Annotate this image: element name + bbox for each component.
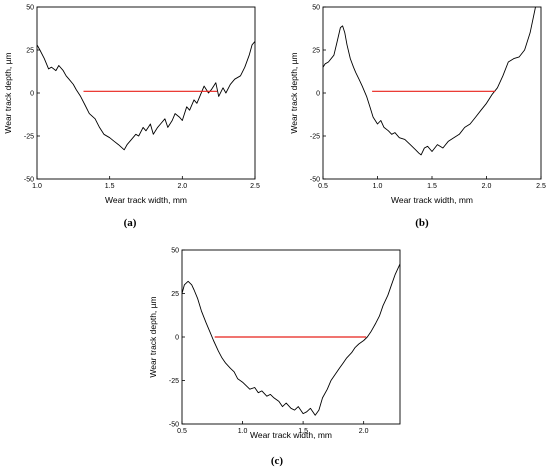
chart-panel-3: 0.5 1.0 1.5 2.0 -50 -25 0 25 50 Wear track width,… <box>148 248 401 467</box>
y-axis-label: Wear track depth, µm <box>289 52 299 133</box>
y-tick-label: 0 <box>30 91 34 98</box>
y-tick-label: -50 <box>24 177 34 184</box>
y-tick-label: 25 <box>26 48 34 55</box>
x-axis-label: Wear track width, mm <box>105 195 187 205</box>
y-tick-label: -25 <box>310 134 320 141</box>
y-tick-label: -25 <box>24 134 34 141</box>
x-axis-label: Wear track width, mm <box>391 195 473 205</box>
x-tick-label: 2.0 <box>177 183 187 190</box>
chart-panel-1: 1.0 1.5 2.0 2.5 -50 -25 0 25 50 Wear track width,… <box>3 5 260 230</box>
x-tick-label: 1.0 <box>373 183 383 190</box>
x-tick-label: 1.5 <box>427 183 437 190</box>
y-tick-label: 50 <box>171 248 179 255</box>
panel-label: (b) <box>415 217 429 229</box>
plot-frame <box>322 6 542 180</box>
y-tick-label: 25 <box>312 48 320 55</box>
y-axis-label: Wear track depth, µm <box>148 296 158 377</box>
y-axis-label: Wear track depth, µm <box>3 52 13 133</box>
y-tick-label: 50 <box>26 5 34 12</box>
x-tick-label: 2.0 <box>359 428 369 435</box>
plot-frame <box>36 6 256 180</box>
panel-label: (a) <box>124 217 137 229</box>
profile-line <box>37 41 255 151</box>
y-tick-label: -50 <box>169 422 179 429</box>
y-tick-label: -50 <box>310 177 320 184</box>
panel-label: (c) <box>271 455 284 467</box>
y-tick-label: -25 <box>169 378 179 385</box>
profile-line <box>182 263 400 416</box>
x-tick-label: 0.5 <box>177 428 187 435</box>
x-axis-label: Wear track width, mm <box>250 430 332 440</box>
x-tick-label: 2.5 <box>536 183 546 190</box>
x-tick-label: 1.5 <box>105 183 115 190</box>
x-tick-label: 1.0 <box>32 183 42 190</box>
x-tick-label: 1.0 <box>238 428 248 435</box>
x-tick-label: 2.0 <box>482 183 492 190</box>
y-tick-label: 0 <box>175 335 179 342</box>
x-tick-label: 1.5 <box>298 428 308 435</box>
y-tick-label: 25 <box>171 291 179 298</box>
x-tick-label: 2.5 <box>250 183 260 190</box>
profile-line <box>323 7 536 156</box>
chart-panel-2: 0.5 1.0 1.5 2.0 2.5 -50 -25 0 25 50 Wear track wid… <box>289 5 546 230</box>
y-tick-label: 0 <box>316 91 320 98</box>
y-tick-label: 50 <box>312 5 320 12</box>
x-tick-label: 0.5 <box>318 183 328 190</box>
